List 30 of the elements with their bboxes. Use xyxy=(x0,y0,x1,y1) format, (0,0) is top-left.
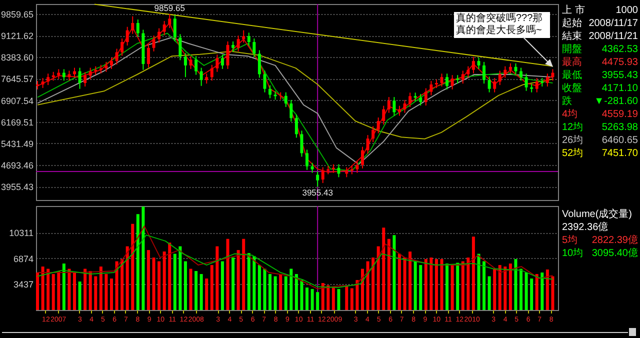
text: 跌 ▼-281.60 xyxy=(562,96,638,107)
text: 開盤 4362.53 xyxy=(562,44,638,55)
y-tick-label: 10311 xyxy=(9,228,34,238)
y-tick-label: 7645.57 xyxy=(0,74,34,84)
y-tick-label: 3955.43 xyxy=(0,182,34,192)
text: 5均 2822.39億 xyxy=(562,235,638,246)
text: 上 市 1000 xyxy=(562,5,638,16)
y-tick-label: 5431.49 xyxy=(0,138,34,149)
text: 結束 2008/11/21 xyxy=(562,31,638,42)
text: 收盤 4171.10 xyxy=(562,83,638,94)
speech-box: 真的會突破嗎???那真的會是大長多嗎~ xyxy=(454,12,550,38)
y-tick-label: 6874 xyxy=(13,254,34,264)
text: 4均 4559.19 xyxy=(562,109,638,120)
text: 最高 4475.93 xyxy=(562,57,638,68)
text: 10均 3095.40億 xyxy=(562,248,638,259)
text: 起始 2008/11/17 xyxy=(562,18,638,29)
text: 2392.36億 xyxy=(562,221,608,233)
y-tick-label: 9859.65 xyxy=(0,9,34,20)
y-tick-label: 6169.51 xyxy=(0,117,34,128)
y-tick-label: 9121.62 xyxy=(0,31,34,42)
text: 52均 7451.70 xyxy=(562,148,638,159)
y-tick-label: 4693.46 xyxy=(0,160,34,171)
text: 最低 3955.43 xyxy=(562,70,638,81)
annotation: 9859.65 xyxy=(154,2,186,13)
text: Volume(成交量) xyxy=(562,208,632,220)
text: 26均 6460.65 xyxy=(562,135,638,146)
y-tick-label: 8383.60 xyxy=(0,52,34,63)
y-tick-label: 3437 xyxy=(13,280,34,290)
y-tick-label: 6907.54 xyxy=(0,96,34,106)
text: 12均 5263.98 xyxy=(562,122,638,133)
